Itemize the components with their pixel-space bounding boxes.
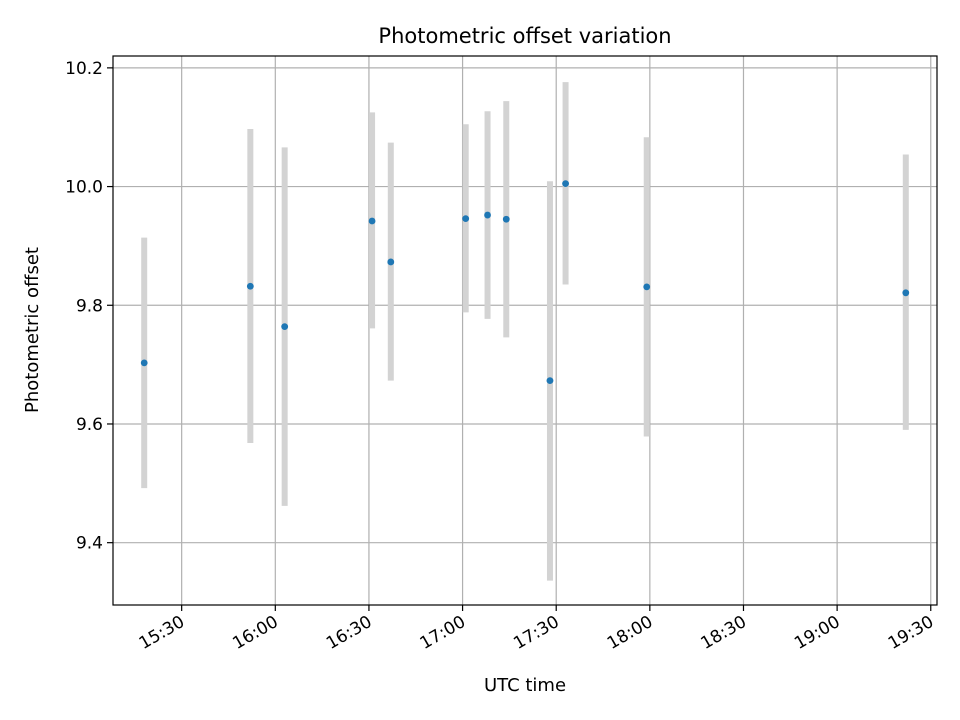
data-point bbox=[368, 217, 376, 225]
y-tick-label: 10.0 bbox=[65, 178, 103, 198]
grid bbox=[113, 56, 937, 605]
y-tick-label: 10.2 bbox=[65, 59, 103, 79]
chart-title: Photometric offset variation bbox=[378, 24, 671, 48]
y-tick-label: 9.4 bbox=[76, 534, 103, 554]
data-point bbox=[484, 211, 491, 219]
data-point bbox=[246, 282, 254, 290]
data-point bbox=[387, 258, 395, 266]
data-points bbox=[140, 180, 910, 385]
y-tick-label: 9.6 bbox=[76, 415, 103, 435]
data-point bbox=[281, 323, 289, 331]
y-tick-label: 9.8 bbox=[76, 296, 103, 316]
data-point bbox=[562, 180, 569, 188]
data-point bbox=[140, 359, 148, 367]
y-axis: 9.4 9.6 9.8 10.0 10.2 bbox=[65, 59, 113, 554]
data-point bbox=[462, 215, 470, 223]
x-axis-label: UTC time bbox=[484, 675, 566, 696]
data-point bbox=[902, 289, 910, 297]
y-axis-label: Photometric offset bbox=[22, 247, 43, 413]
data-point bbox=[643, 283, 651, 291]
data-point bbox=[546, 377, 554, 385]
data-point bbox=[502, 215, 510, 223]
plot-frame bbox=[112, 55, 938, 606]
